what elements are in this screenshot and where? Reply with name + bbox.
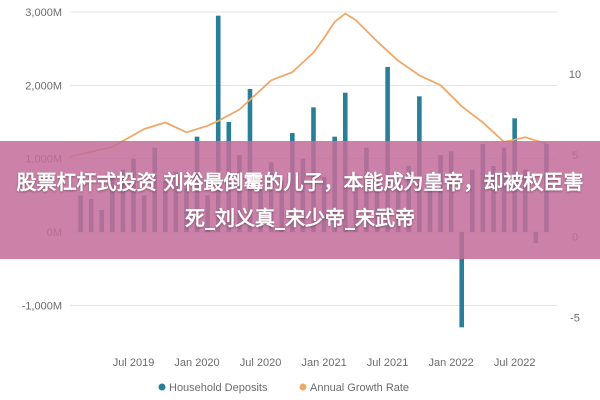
legend-label-annual-growth-rate: Annual Growth Rate [310, 382, 409, 394]
y-tick-label-right: -5 [570, 313, 580, 325]
bar-household-deposits [215, 15, 221, 232]
legend: Household Deposits Annual Growth Rate [158, 382, 409, 394]
legend-label-household-deposits: Household Deposits [169, 382, 268, 394]
y-tick-label-left: 2,000M [25, 80, 62, 92]
x-tick-label: Jan 2022 [428, 357, 473, 369]
line-annual-growth-rate [69, 12, 547, 158]
y-tick-label-left: -1,000M [22, 300, 62, 312]
y-tick-label-left: 3,000M [25, 7, 62, 19]
bar-household-deposits [459, 232, 465, 328]
x-tick-label: Jul 2021 [367, 357, 409, 369]
x-tick-label: Jan 2021 [301, 357, 346, 369]
overlay-banner: 股票杠杆式投资 刘裕最倒霉的儿子，本能成为皇帝，却被权臣害死_刘义真_宋少帝_宋… [0, 141, 600, 259]
y-tick-label-right: 10 [569, 69, 581, 81]
x-tick-label: Jul 2022 [494, 357, 536, 369]
x-tick-label: Jan 2020 [174, 357, 219, 369]
legend-marker-annual-growth-rate [299, 383, 307, 391]
overlay-title: 股票杠杆式投资 刘裕最倒霉的儿子，本能成为皇帝，却被权臣害死_刘义真_宋少帝_宋… [16, 170, 584, 230]
x-tick-label: Jul 2020 [240, 357, 282, 369]
x-tick-label: Jul 2019 [113, 357, 155, 369]
legend-marker-household-deposits [158, 383, 166, 391]
x-axis-ticks: Jul 2019 Jan 2020 Jul 2020 Jan 2021 Jul 2021… [113, 357, 536, 369]
